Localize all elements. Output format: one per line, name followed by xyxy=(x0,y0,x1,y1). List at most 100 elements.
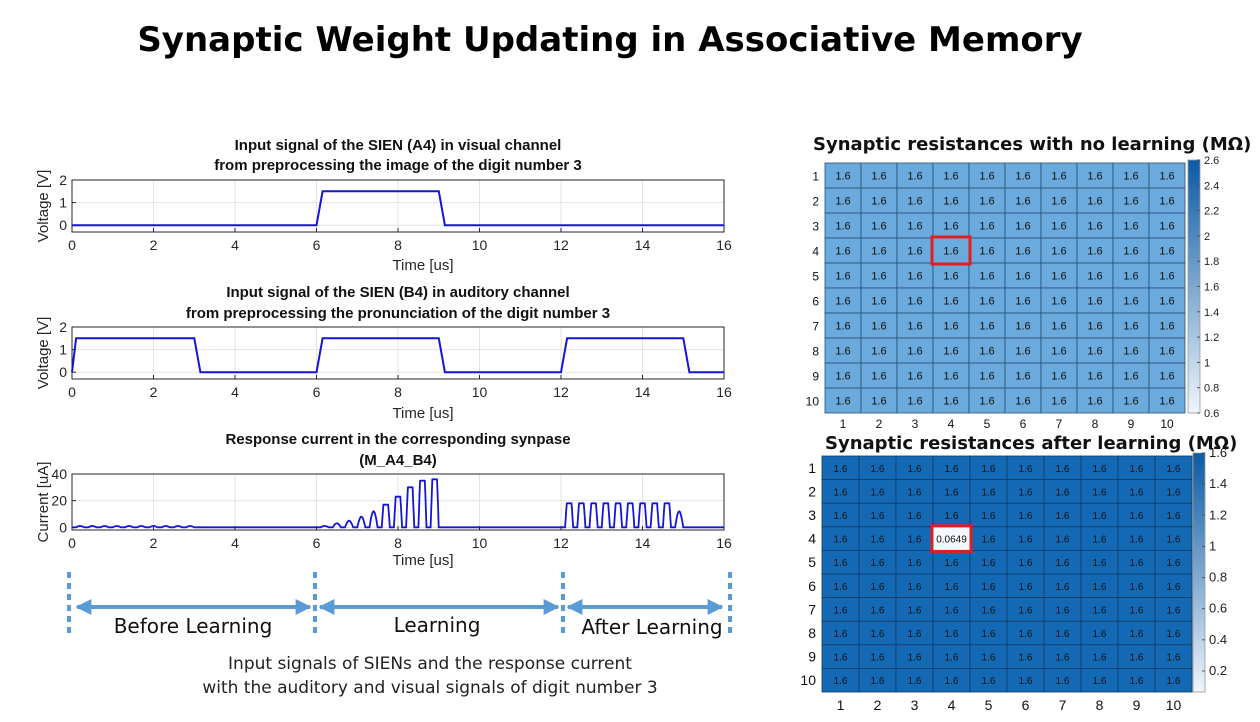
heatmap-cell-value: 1.6 xyxy=(1130,535,1144,546)
heatmap-col-label: 6 xyxy=(1022,697,1030,713)
heatmap-cell-value: 1.6 xyxy=(1051,371,1066,383)
heatmap-cell-value: 1.6 xyxy=(835,346,850,358)
heatmap-cell-value: 1.6 xyxy=(982,676,996,687)
heatmap-cell-value: 1.6 xyxy=(1015,396,1030,408)
heatmap-row-label: 2 xyxy=(808,483,816,499)
heatmap-col-label: 1 xyxy=(837,697,845,713)
x-tick-label: 6 xyxy=(313,384,321,400)
heatmap-cell-value: 1.6 xyxy=(982,511,996,522)
heatmap-cell-value: 1.6 xyxy=(1019,487,1033,498)
heatmap-cell-value: 1.6 xyxy=(979,246,994,258)
heatmap-cell xyxy=(1040,237,1078,264)
page-title: Synaptic Weight Updating in Associative … xyxy=(137,20,1083,60)
heatmap-cell-value: 1.6 xyxy=(979,346,994,358)
heatmap-cell-value: 1.6 xyxy=(871,196,886,208)
x-axis-label: Time [us] xyxy=(392,257,453,274)
signal-trace xyxy=(72,190,724,227)
heatmap-cell-value: 1.6 xyxy=(835,296,850,308)
heatmap-cell-value: 1.6 xyxy=(1056,605,1070,616)
heatmap-cell-value: 1.6 xyxy=(1159,196,1174,208)
heatmap-col-label: 10 xyxy=(1160,417,1174,431)
heatmap-cell-value: 1.6 xyxy=(1093,535,1107,546)
phase-annotations: Before Learning Learning After Learning xyxy=(67,572,732,639)
heatmap-cell-value: 1.6 xyxy=(979,196,994,208)
heatmap-cell xyxy=(824,337,862,364)
heatmap-col-label: 7 xyxy=(1056,417,1063,431)
colorbar-tick-label: 1.4 xyxy=(1204,307,1219,319)
x-tick-label: 10 xyxy=(472,237,488,253)
heatmap-2: 1.6 1.6 1.6 1.6 1.6 1.6 1.6 1.6 1.6 1.6 1.6 1.6 1.6 1… xyxy=(800,445,1227,713)
heatmap-cell-value: 1.6 xyxy=(945,629,959,640)
heatmap-cell-value: 1.6 xyxy=(907,321,922,333)
x-tick-label: 16 xyxy=(716,535,732,551)
heatmap-cell-value: 1.6 xyxy=(871,511,885,522)
heatmap-cell-value: 1.6 xyxy=(1130,605,1144,616)
heatmap-cell-value: 1.6 xyxy=(1056,629,1070,640)
heatmap-cell-value: 1.6 xyxy=(1056,582,1070,593)
heatmap-cell-value: 1.6 xyxy=(1015,221,1030,233)
y-axis-label: Current [uA] xyxy=(35,462,52,543)
heatmap-cell-value: 1.6 xyxy=(1051,271,1066,283)
heatmap-cell-value: 1.6 xyxy=(1087,196,1102,208)
colorbar-tick-label: 1.2 xyxy=(1209,507,1227,522)
heatmap-cell xyxy=(968,162,1006,189)
heatmap-cell-value: 1.6 xyxy=(1056,464,1070,475)
heatmap-cell xyxy=(932,212,970,239)
heatmap-cell xyxy=(1112,337,1150,364)
colorbar-tick-label: 1.6 xyxy=(1204,282,1219,294)
heatmap-cell xyxy=(968,212,1006,239)
heatmap-cell xyxy=(1148,387,1186,414)
x-tick-label: 12 xyxy=(553,535,569,551)
heatmap-cell xyxy=(824,387,862,414)
plot-title-line-2: (M_A4_B4) xyxy=(359,452,437,469)
heatmap-col-label: 9 xyxy=(1133,697,1141,713)
heatmap-cell-value: 1.6 xyxy=(945,582,959,593)
heatmap-cell-value: 1.6 xyxy=(1051,196,1066,208)
heatmap-cell-value: 1.6 xyxy=(1167,629,1181,640)
heatmap-cell xyxy=(1112,387,1150,414)
x-tick-label: 14 xyxy=(635,384,651,400)
heatmap-cell-value: 1.6 xyxy=(1019,558,1033,569)
heatmap-cell-value: 1.6 xyxy=(1130,464,1144,475)
phase-label-after: After Learning xyxy=(581,615,722,639)
colorbar-tick-label: 1.6 xyxy=(1209,445,1227,460)
y-axis-label: Voltage [V] xyxy=(35,170,52,243)
heatmap-cell-value: 1.6 xyxy=(834,464,848,475)
heatmap-cell-value: 1.6 xyxy=(1056,535,1070,546)
heatmap-cell-value: 1.6 xyxy=(1167,511,1181,522)
heatmap-cell-value: 1.6 xyxy=(1123,196,1138,208)
heatmap-cell-value: 1.6 xyxy=(982,653,996,664)
plot-title-line-1: Response current in the corresponding sy… xyxy=(225,431,570,448)
heatmap-row-label: 3 xyxy=(808,507,816,523)
colorbar-tick-label: 0.8 xyxy=(1209,570,1227,585)
heatmap-cell xyxy=(1040,337,1078,364)
heatmap-cell xyxy=(1112,162,1150,189)
heatmap-cell-value: 1.6 xyxy=(1093,487,1107,498)
heatmap-cell xyxy=(860,162,898,189)
x-tick-label: 2 xyxy=(150,384,158,400)
heatmap-col-label: 8 xyxy=(1096,697,1104,713)
heatmap-cell-value: 1.6 xyxy=(1087,346,1102,358)
heatmap-row-label: 1 xyxy=(808,460,816,476)
x-tick-label: 16 xyxy=(716,237,732,253)
heatmap-cell-value: 1.6 xyxy=(943,246,958,258)
heatmap-cell-value: 1.6 xyxy=(871,629,885,640)
colorbar-tick-label: 1 xyxy=(1209,538,1216,553)
heatmap-cell-value: 1.6 xyxy=(1167,487,1181,498)
heatmap-cell-value: 1.6 xyxy=(871,321,886,333)
heatmap-row-label: 1 xyxy=(812,170,819,184)
heatmap-col-label: 2 xyxy=(876,417,883,431)
plot-3: 0 2 4 6 8 10 12 14 16 0 20 40 Response current in th… xyxy=(35,431,732,569)
heatmap-cell-value: 1.6 xyxy=(1015,246,1030,258)
heatmap-cell xyxy=(896,237,934,264)
heatmap-row-label: 7 xyxy=(808,601,816,617)
heatmap-cell-value: 1.6 xyxy=(1051,246,1066,258)
heatmap-cell-value: 1.6 xyxy=(1130,511,1144,522)
heatmap-cell-value: 1.6 xyxy=(871,676,885,687)
heatmap-cell-value: 1.6 xyxy=(943,296,958,308)
heatmap-row-label: 8 xyxy=(808,625,816,641)
colorbar xyxy=(1192,452,1206,693)
heatmap-cell-value: 1.6 xyxy=(834,605,848,616)
heatmap-cell-value: 1.6 xyxy=(1167,582,1181,593)
